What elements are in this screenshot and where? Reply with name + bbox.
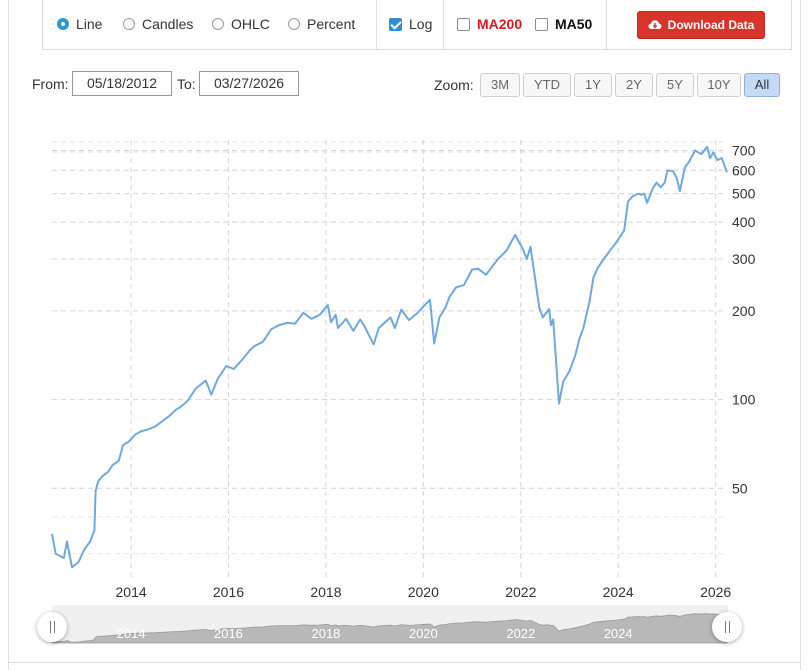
from-date-input[interactable]: 05/18/2012: [72, 71, 172, 96]
download-data-button[interactable]: Download Data: [637, 11, 765, 39]
zoom-label: Zoom:: [434, 77, 474, 93]
toolbar-separator: [606, 0, 607, 49]
radio-candles[interactable]: [123, 18, 135, 30]
frame-right-border: [800, 0, 801, 670]
x-tick-label: 2026: [700, 584, 731, 600]
toolbar-separator: [443, 0, 444, 49]
navigator-x-label: 2014: [117, 626, 146, 641]
x-tick-label: 2022: [505, 584, 536, 600]
zoom-all-button[interactable]: All: [744, 73, 780, 97]
chart-type-percent-label: Percent: [307, 16, 356, 32]
y-tick-label: 700: [732, 143, 756, 159]
to-date-input[interactable]: 03/27/2026: [199, 71, 299, 96]
ma50-option[interactable]: MA50: [535, 16, 592, 32]
chart-type-candles-label: Candles: [142, 16, 194, 32]
y-tick-label: 600: [732, 162, 756, 178]
chart-toolbar: Line Candles OHLC Percent Log MA200 MA50…: [42, 0, 792, 50]
zoom-ytd-button[interactable]: YTD: [523, 73, 571, 97]
radio-ohlc[interactable]: [212, 18, 224, 30]
price-series-line: [51, 145, 728, 569]
log-label: Log: [409, 16, 433, 32]
chart-type-ohlc-label: OHLC: [231, 16, 270, 32]
y-tick-label: 500: [732, 186, 756, 202]
navigator-x-label: 2020: [409, 626, 438, 641]
y-tick-label: 100: [732, 392, 756, 408]
navigator-x-label: 2016: [214, 626, 243, 641]
log-scale-option[interactable]: Log: [389, 16, 432, 32]
ma200-checkbox[interactable]: [457, 17, 470, 31]
cloud-download-icon: [648, 20, 662, 29]
ma50-label: MA50: [555, 16, 593, 32]
zoom-5y-button[interactable]: 5Y: [656, 73, 694, 97]
chart-type-candles-option[interactable]: Candles: [123, 16, 193, 32]
navigator-right-handle[interactable]: [712, 612, 742, 642]
x-tick-label: 2024: [603, 584, 634, 600]
from-label: From:: [32, 76, 69, 92]
x-tick-label: 2016: [213, 584, 244, 600]
ma200-option[interactable]: MA200: [457, 16, 522, 32]
zoom-10y-button[interactable]: 10Y: [697, 73, 741, 97]
radio-line[interactable]: [57, 18, 69, 30]
y-tick-label: 300: [732, 251, 756, 267]
zoom-2y-button[interactable]: 2Y: [615, 73, 653, 97]
y-tick-label: 50: [732, 480, 748, 496]
navigator-x-label: 2022: [506, 626, 535, 641]
navigator-series-area: [51, 613, 728, 644]
y-tick-label: 400: [732, 214, 756, 230]
chart-type-ohlc-option[interactable]: OHLC: [212, 16, 270, 32]
x-tick-label: 2020: [408, 584, 439, 600]
toolbar-separator: [376, 0, 377, 49]
navigator-x-label: 2024: [604, 626, 633, 641]
chart-type-line-label: Line: [76, 16, 103, 32]
download-data-label: Download Data: [667, 18, 755, 32]
navigator-x-label: 2018: [311, 626, 340, 641]
zoom-3m-button[interactable]: 3M: [480, 73, 520, 97]
zoom-1y-button[interactable]: 1Y: [574, 73, 612, 97]
radio-percent[interactable]: [288, 18, 300, 30]
navigator-left-handle[interactable]: [37, 612, 67, 642]
x-tick-label: 2018: [310, 584, 341, 600]
y-tick-label: 200: [732, 303, 756, 319]
frame-left-border: [8, 0, 9, 670]
ma50-checkbox[interactable]: [535, 17, 548, 31]
log-checkbox[interactable]: [389, 17, 402, 31]
x-tick-label: 2014: [116, 584, 147, 600]
ma200-label: MA200: [477, 16, 523, 32]
chart-type-percent-option[interactable]: Percent: [288, 16, 355, 32]
to-label: To:: [177, 76, 196, 92]
chart-type-line-option[interactable]: Line: [57, 16, 102, 32]
frame-bottom-border: [8, 662, 801, 663]
